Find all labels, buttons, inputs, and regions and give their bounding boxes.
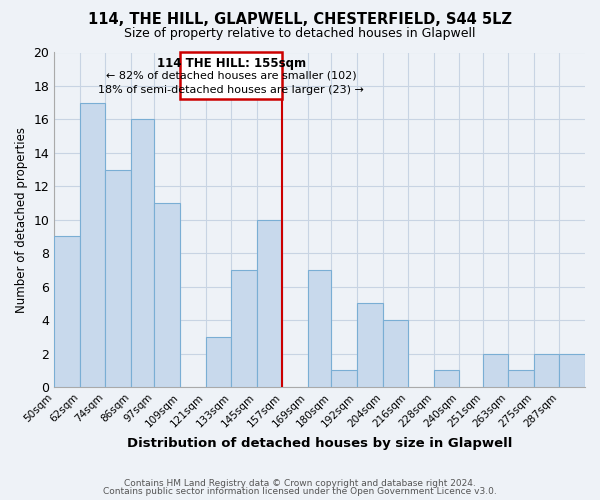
FancyBboxPatch shape [180, 52, 283, 100]
Bar [331, 370, 357, 387]
Text: ← 82% of detached houses are smaller (102): ← 82% of detached houses are smaller (10… [106, 71, 356, 81]
Bar [80, 102, 106, 387]
Text: Contains HM Land Registry data © Crown copyright and database right 2024.: Contains HM Land Registry data © Crown c… [124, 478, 476, 488]
Bar [357, 304, 383, 387]
Bar [482, 354, 508, 387]
Bar [54, 236, 80, 387]
Bar [154, 203, 180, 387]
Text: Size of property relative to detached houses in Glapwell: Size of property relative to detached ho… [124, 28, 476, 40]
Bar [106, 170, 131, 387]
Text: 18% of semi-detached houses are larger (23) →: 18% of semi-detached houses are larger (… [98, 85, 364, 95]
Bar [434, 370, 459, 387]
Bar [131, 120, 154, 387]
Text: 114 THE HILL: 155sqm: 114 THE HILL: 155sqm [157, 56, 306, 70]
Y-axis label: Number of detached properties: Number of detached properties [15, 126, 28, 312]
Bar [257, 220, 283, 387]
Bar [308, 270, 331, 387]
Bar [206, 337, 231, 387]
Text: 114, THE HILL, GLAPWELL, CHESTERFIELD, S44 5LZ: 114, THE HILL, GLAPWELL, CHESTERFIELD, S… [88, 12, 512, 28]
Bar [559, 354, 585, 387]
Bar [231, 270, 257, 387]
Bar [383, 320, 408, 387]
Bar [508, 370, 534, 387]
Text: Contains public sector information licensed under the Open Government Licence v3: Contains public sector information licen… [103, 487, 497, 496]
X-axis label: Distribution of detached houses by size in Glapwell: Distribution of detached houses by size … [127, 437, 512, 450]
Bar [534, 354, 559, 387]
